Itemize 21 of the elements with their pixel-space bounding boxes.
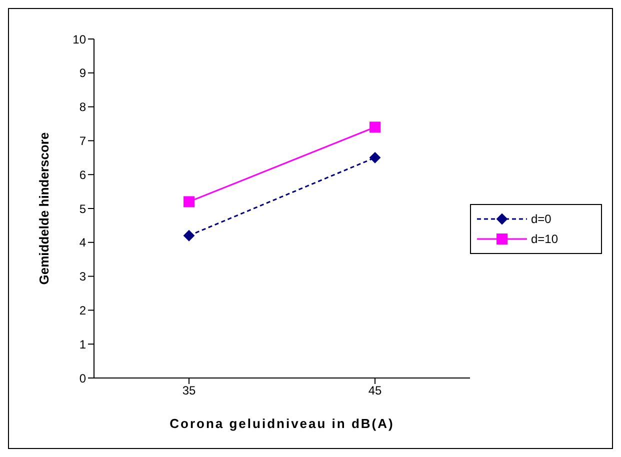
y-tick-label: 6 <box>79 168 86 182</box>
y-tick-label: 7 <box>79 134 86 148</box>
x-tick-label: 45 <box>368 384 382 398</box>
y-tick-label: 8 <box>79 100 86 114</box>
y-tick-label: 5 <box>79 202 86 216</box>
y-tick-label: 1 <box>79 337 86 352</box>
y-tick-label: 9 <box>79 66 86 80</box>
y-tick-label: 3 <box>79 270 86 284</box>
legend-label: d=0 <box>531 212 552 226</box>
legend-label: d=10 <box>531 232 558 246</box>
y-tick-label: 10 <box>72 32 86 46</box>
y-tick-label: 0 <box>79 371 86 386</box>
y-tick-label: 2 <box>79 303 86 318</box>
x-tick-label: 35 <box>182 384 196 398</box>
y-axis-title: Gemiddelde hinderscore <box>36 132 52 285</box>
point <box>184 196 194 208</box>
x-axis-title: Corona geluidniveau in dB(A) <box>170 416 394 431</box>
point <box>184 230 194 242</box>
point <box>370 152 380 164</box>
y-tick-label: 4 <box>79 236 86 250</box>
point <box>370 122 380 133</box>
